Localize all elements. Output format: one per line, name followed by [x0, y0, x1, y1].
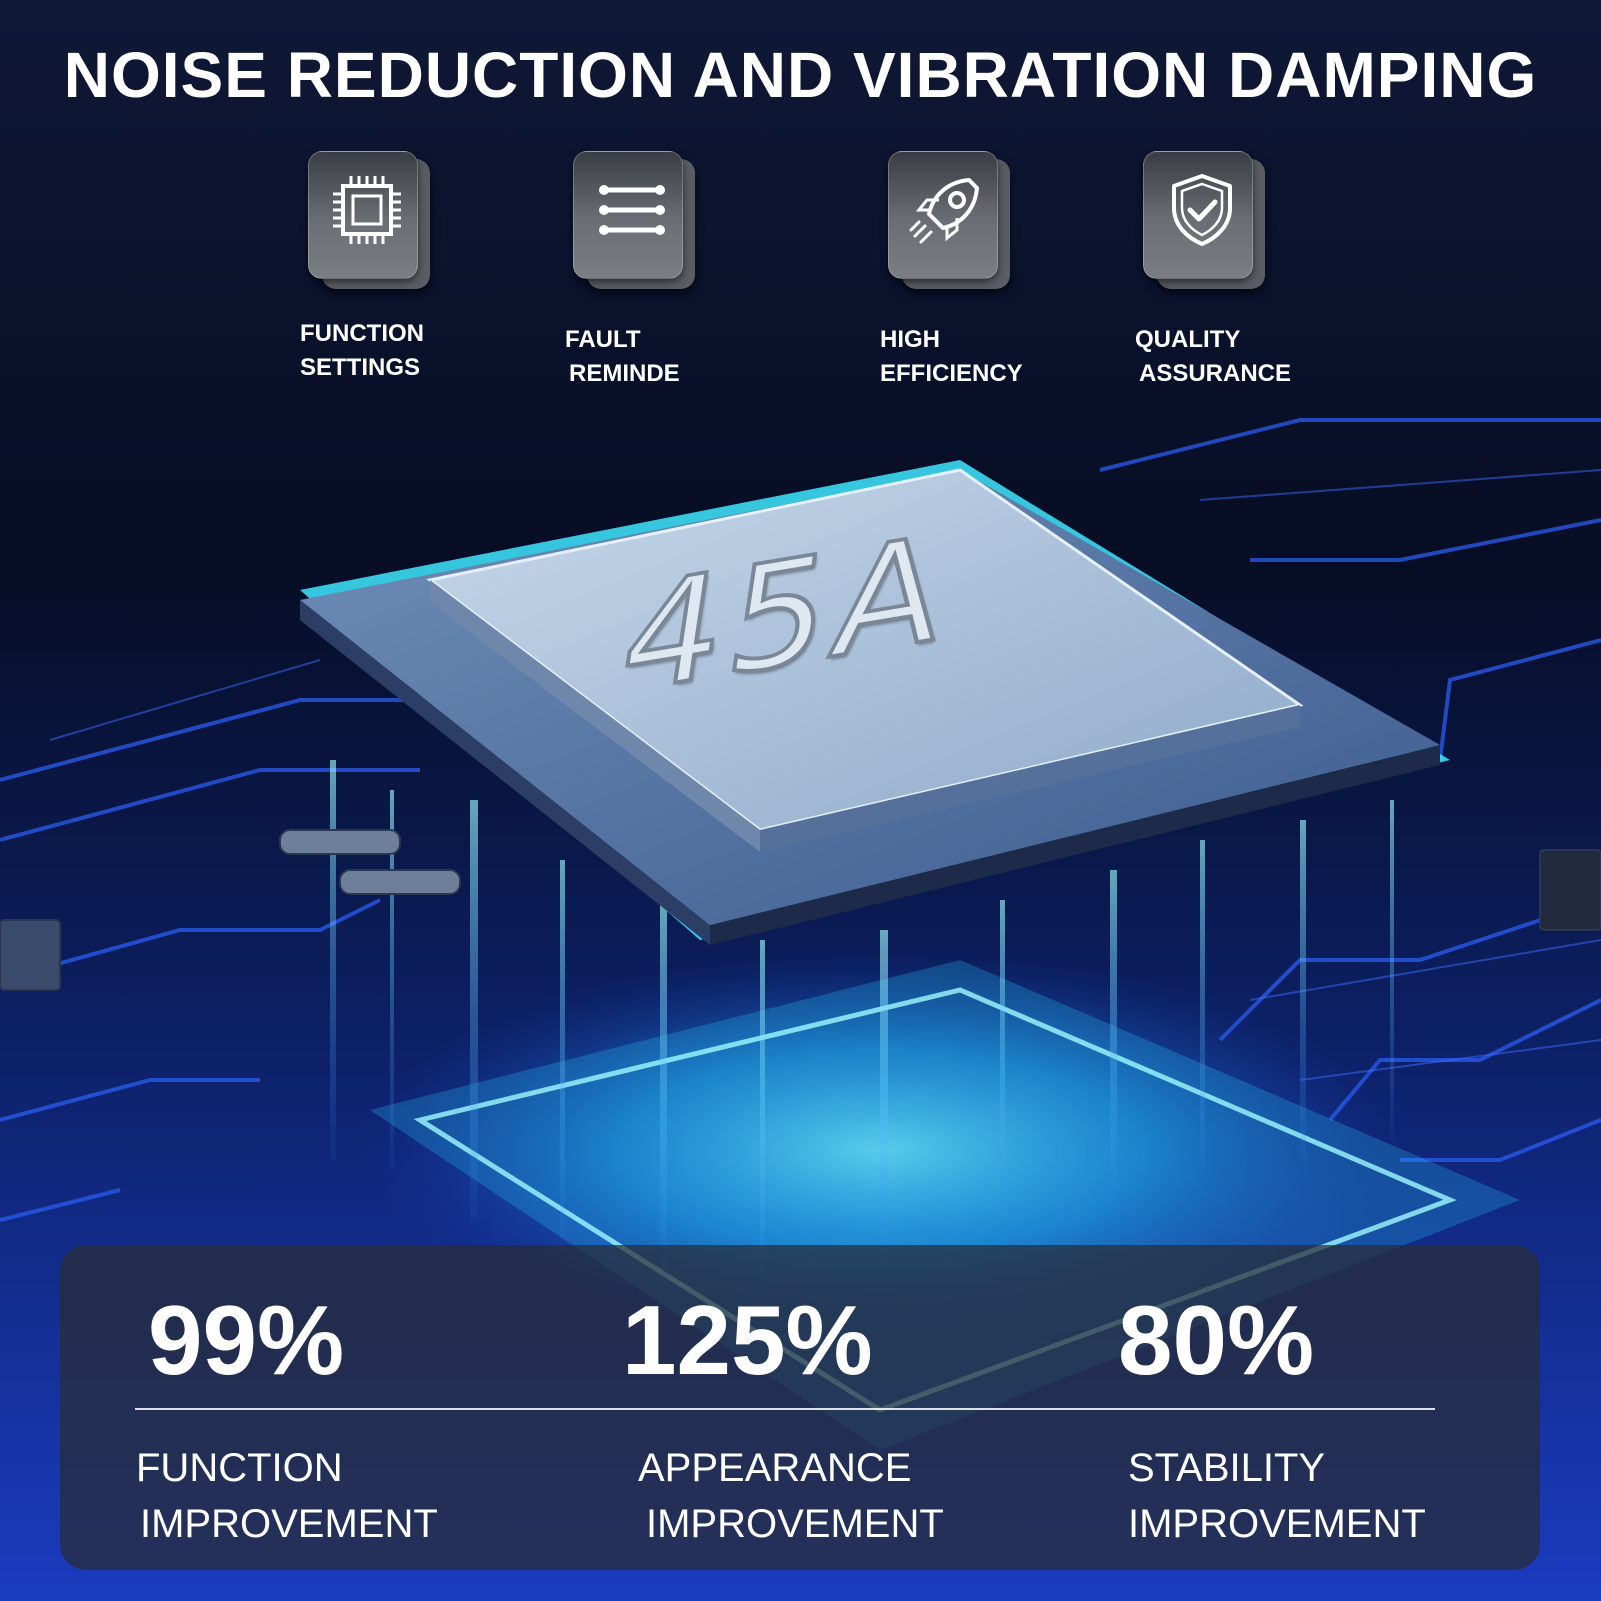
stat-value: 80% [1118, 1285, 1315, 1395]
feature-label: QUALITY ASSURANCE [1135, 326, 1292, 387]
feature-function-settings: FUNCTION SETTINGS [300, 145, 500, 385]
stats-divider [135, 1408, 1435, 1410]
feature-label: FUNCTION SETTINGS [300, 320, 424, 381]
stats-panel [60, 1245, 1540, 1570]
feature-quality-assurance: QUALITY ASSURANCE [1135, 145, 1335, 391]
stat-description: APPEARANCE IMPROVEMENT [638, 1446, 944, 1546]
stat-function-improvement: 99% FUNCTION IMPROVEMENT [136, 1285, 438, 1546]
rocket-icon [909, 178, 979, 244]
stat-description: STABILITY IMPROVEMENT [1128, 1446, 1426, 1546]
feature-high-efficiency: HIGH EFFICIENCY [880, 145, 1080, 391]
stat-appearance-improvement: 125% APPEARANCE IMPROVEMENT [622, 1285, 944, 1546]
stat-description: FUNCTION IMPROVEMENT [136, 1446, 438, 1546]
feature-label: HIGH EFFICIENCY [880, 326, 1023, 387]
stat-value: 125% [622, 1285, 873, 1395]
shield-check-icon [1172, 174, 1232, 246]
list-lines-icon [599, 185, 665, 235]
page-title: NOISE REDUCTION AND VIBRATION DAMPING [63, 39, 1538, 111]
stat-stability-improvement: 80% STABILITY IMPROVEMENT [1118, 1285, 1426, 1546]
cpu-chip-icon [333, 176, 401, 244]
feature-label: FAULT REMINDE [565, 326, 680, 387]
stat-value: 99% [148, 1285, 345, 1395]
feature-fault-reminde: FAULT REMINDE [565, 145, 765, 391]
